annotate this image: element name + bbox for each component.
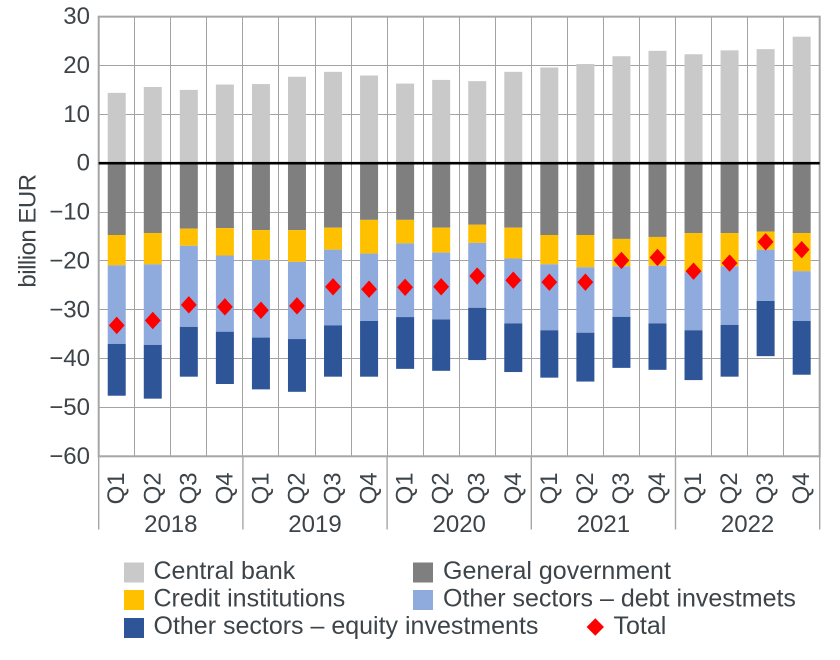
svg-text:Q2: Q2 <box>716 472 743 504</box>
svg-text:20: 20 <box>63 52 90 79</box>
svg-text:Q4: Q4 <box>356 472 383 504</box>
svg-text:−40: −40 <box>49 345 90 372</box>
svg-text:Other sectors – debt investmet: Other sectors – debt investmets <box>443 585 796 613</box>
svg-text:−10: −10 <box>49 199 90 226</box>
svg-text:Credit institutions: Credit institutions <box>154 585 346 613</box>
svg-text:−50: −50 <box>49 394 90 421</box>
svg-text:2018: 2018 <box>144 511 197 538</box>
svg-text:Q3: Q3 <box>608 472 635 504</box>
svg-text:−30: −30 <box>49 296 90 323</box>
svg-text:Other sectors – equity investm: Other sectors – equity investments <box>154 612 539 640</box>
svg-text:0: 0 <box>77 150 90 177</box>
svg-text:Q2: Q2 <box>428 472 455 504</box>
svg-text:2021: 2021 <box>577 511 630 538</box>
svg-text:Total: Total <box>614 612 667 640</box>
svg-text:Q1: Q1 <box>103 472 130 504</box>
svg-text:Q2: Q2 <box>283 472 310 504</box>
svg-text:Q1: Q1 <box>392 472 419 504</box>
svg-text:Q3: Q3 <box>752 472 779 504</box>
svg-text:Q3: Q3 <box>320 472 347 504</box>
svg-text:10: 10 <box>63 101 90 128</box>
svg-text:Q1: Q1 <box>247 472 274 504</box>
svg-text:Q2: Q2 <box>572 472 599 504</box>
svg-text:−20: −20 <box>49 247 90 274</box>
svg-text:2022: 2022 <box>721 511 774 538</box>
svg-text:Q2: Q2 <box>139 472 166 504</box>
svg-text:Q4: Q4 <box>211 472 238 504</box>
svg-text:2019: 2019 <box>288 511 341 538</box>
svg-text:30: 30 <box>63 3 90 30</box>
svg-text:Q1: Q1 <box>680 472 707 504</box>
svg-text:Q1: Q1 <box>536 472 563 504</box>
svg-text:Q4: Q4 <box>788 472 815 504</box>
svg-text:Central bank: Central bank <box>154 557 296 585</box>
svg-text:Q3: Q3 <box>464 472 491 504</box>
svg-text:Q4: Q4 <box>644 472 671 504</box>
svg-text:−60: −60 <box>49 443 90 470</box>
svg-text:General government: General government <box>443 557 671 585</box>
svg-text:Q3: Q3 <box>175 472 202 504</box>
svg-text:Q4: Q4 <box>500 472 527 504</box>
svg-text:billion EUR: billion EUR <box>15 174 42 287</box>
svg-text:2020: 2020 <box>433 511 486 538</box>
